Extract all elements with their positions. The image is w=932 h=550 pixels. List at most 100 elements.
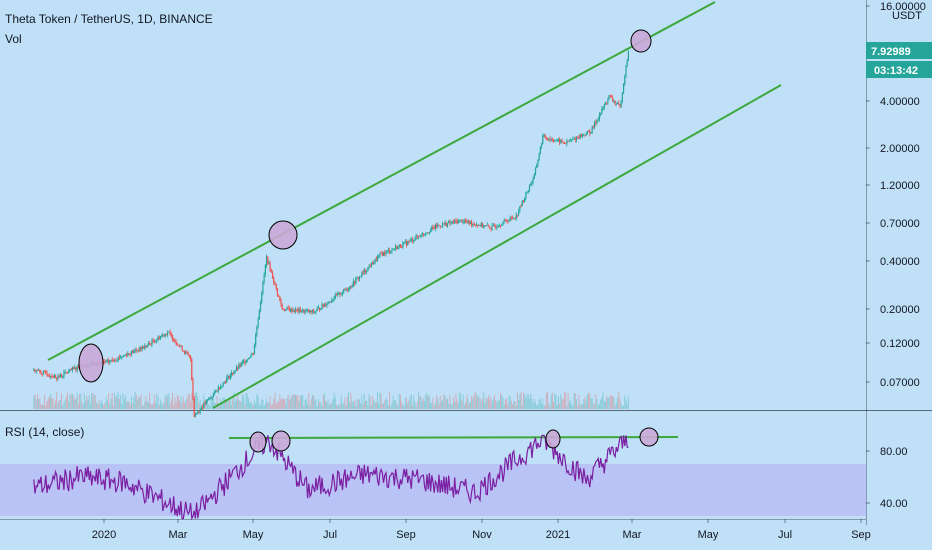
candle-body[interactable] [543,135,545,136]
candle-body[interactable] [440,226,443,228]
candle-body[interactable] [454,220,456,223]
candle-body[interactable] [200,407,203,409]
candle-body[interactable] [304,310,306,313]
candle-body[interactable] [337,293,339,296]
candle-body[interactable] [496,227,498,228]
price-candles[interactable] [33,49,629,418]
candle-body[interactable] [153,341,155,343]
candle-body[interactable] [40,371,42,374]
candle-body[interactable] [562,141,564,143]
candle-body[interactable] [291,308,293,312]
candle-body[interactable] [410,239,412,241]
candle-body[interactable] [302,309,304,312]
candle-body[interactable] [138,350,140,352]
candle-body[interactable] [367,267,369,272]
candle-body[interactable] [168,331,170,333]
candle-body[interactable] [530,184,532,186]
candle-body[interactable] [338,292,340,294]
candle-body[interactable] [243,361,245,362]
candle-body[interactable] [526,192,528,193]
candle-body[interactable] [404,241,406,243]
candle-body[interactable] [386,250,388,252]
candle-body[interactable] [305,310,307,312]
candle-body[interactable] [255,334,257,345]
candle-body[interactable] [487,224,490,227]
candle-body[interactable] [419,236,421,238]
candle-body[interactable] [366,271,368,273]
candle-body[interactable] [217,387,219,392]
candle-body[interactable] [539,146,541,155]
candle-body[interactable] [332,300,334,301]
candle-body[interactable] [48,375,51,377]
candle-body[interactable] [346,289,348,291]
candle-body[interactable] [273,278,275,283]
candle-body[interactable] [495,226,497,228]
candle-body[interactable] [621,93,623,102]
candle-body[interactable] [323,304,326,307]
candle-body[interactable] [276,288,279,295]
candle-body[interactable] [555,140,557,142]
candle-body[interactable] [473,223,475,225]
candle-body[interactable] [444,222,446,225]
candle-body[interactable] [411,239,414,242]
candle-body[interactable] [382,252,385,256]
candle-body[interactable] [319,307,321,310]
candle-body[interactable] [65,371,67,373]
candle-body[interactable] [561,140,563,142]
candle-body[interactable] [237,367,239,369]
candle-body[interactable] [592,126,595,128]
candle-body[interactable] [308,310,310,313]
candle-body[interactable] [265,256,268,266]
candle-body[interactable] [116,360,118,362]
candle-body[interactable] [381,253,383,256]
candle-body[interactable] [238,364,240,369]
candle-body[interactable] [573,138,575,140]
candle-body[interactable] [311,310,313,312]
candle-body[interactable] [347,289,350,291]
highlight-circle[interactable] [268,220,298,250]
candle-body[interactable] [320,309,322,311]
candle-body[interactable] [589,131,591,134]
candle-body[interactable] [187,352,189,356]
candle-body[interactable] [508,219,510,222]
candle-body[interactable] [574,138,576,141]
candle-body[interactable] [228,375,230,379]
candle-body[interactable] [325,304,327,306]
highlight-circle[interactable] [545,429,561,449]
candle-body[interactable] [616,103,619,104]
candle-body[interactable] [472,223,474,225]
candle-body[interactable] [263,274,265,282]
candle-body[interactable] [133,350,135,353]
candle-body[interactable] [261,293,263,303]
candle-body[interactable] [292,310,294,312]
candle-body[interactable] [390,251,392,253]
candle-body[interactable] [37,369,40,371]
candle-body[interactable] [122,355,124,358]
candle-body[interactable] [415,235,417,240]
candle-body[interactable] [391,249,393,252]
candle-body[interactable] [387,250,389,251]
candle-body[interactable] [53,375,55,378]
candle-body[interactable] [466,221,468,223]
candle-body[interactable] [590,131,592,134]
candle-body[interactable] [310,310,312,312]
candle-body[interactable] [417,236,420,238]
candle-body[interactable] [457,220,459,224]
candle-body[interactable] [519,206,521,212]
candle-body[interactable] [47,375,49,377]
candle-body[interactable] [505,220,508,222]
candle-body[interactable] [503,219,505,223]
candle-body[interactable] [545,138,547,139]
candle-body[interactable] [51,376,53,377]
current-price-badge[interactable] [866,42,932,59]
candle-body[interactable] [253,344,256,355]
candle-body[interactable] [478,224,480,226]
candle-body[interactable] [421,233,423,237]
candle-body[interactable] [550,139,552,140]
candle-body[interactable] [262,281,264,294]
candle-body[interactable] [176,343,178,346]
candle-body[interactable] [468,220,470,224]
candle-body[interactable] [533,174,535,179]
candle-body[interactable] [615,103,617,105]
candle-body[interactable] [211,396,213,398]
